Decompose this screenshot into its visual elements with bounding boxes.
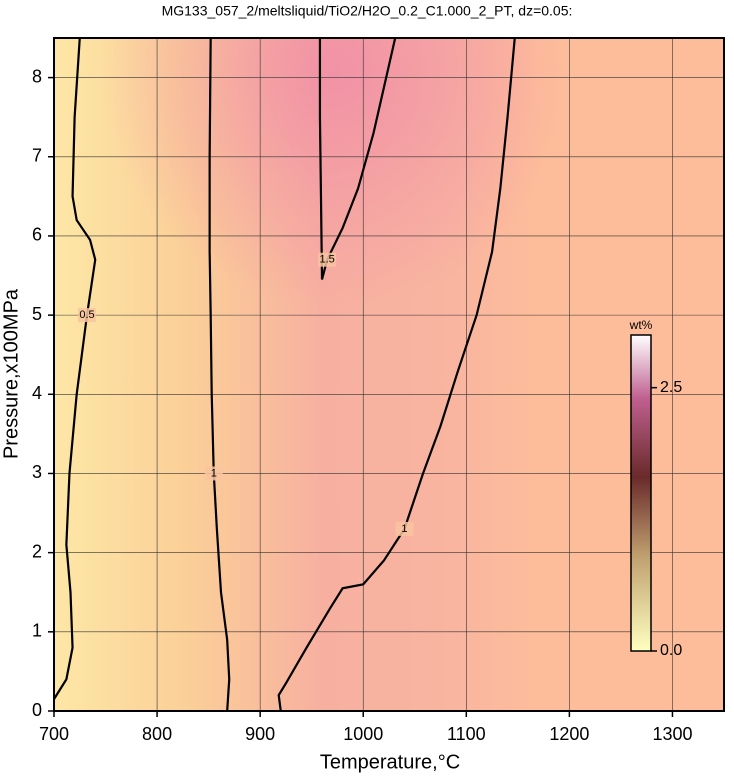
colorbar-tick-label: 0.0: [660, 642, 682, 659]
plot-frame: [53, 37, 725, 712]
x-axis-label: Temperature,°C: [320, 751, 460, 773]
plot-highlight: [54, 38, 724, 711]
x-tick-label: 1200: [549, 724, 589, 744]
y-tick-label: 7: [32, 146, 42, 166]
y-tick-label: 4: [32, 383, 42, 403]
y-tick-label: 0: [32, 700, 42, 720]
y-tick-label: 2: [32, 541, 42, 561]
x-tick-label: 1300: [652, 724, 692, 744]
y-tick-label: 5: [32, 304, 42, 324]
y-axis-label: Pressure,x100MPa: [0, 288, 22, 459]
colorbar-label: wt%: [629, 318, 653, 332]
contour-label-bg: [395, 521, 414, 536]
contour-label: 0.5: [79, 309, 94, 321]
contour-label: 1.5: [320, 254, 335, 266]
y-tick-label: 6: [32, 225, 42, 245]
contour-label-bg: [77, 308, 96, 323]
y-tick-label: 3: [32, 462, 42, 482]
contour-label-bg: [318, 252, 337, 267]
chart-title: MG133_057_2/meltsliquid/TiO2/H2O_0.2_C1.…: [162, 3, 573, 19]
contour-line: [54, 38, 97, 700]
contour-label-bg: [204, 466, 223, 481]
x-tick-label: 900: [245, 724, 275, 744]
contour-label: 1: [211, 467, 217, 479]
y-tick-label: 1: [32, 621, 42, 641]
contour-label: 1: [401, 523, 407, 535]
x-tick-label: 1000: [343, 724, 383, 744]
x-tick-label: 800: [142, 724, 172, 744]
x-tick-label: 700: [39, 724, 69, 744]
colorbar: [630, 334, 652, 652]
colorbar-tick-label: 2.5: [660, 379, 682, 396]
x-tick-label: 1100: [447, 724, 486, 744]
y-tick-label: 8: [32, 66, 42, 86]
